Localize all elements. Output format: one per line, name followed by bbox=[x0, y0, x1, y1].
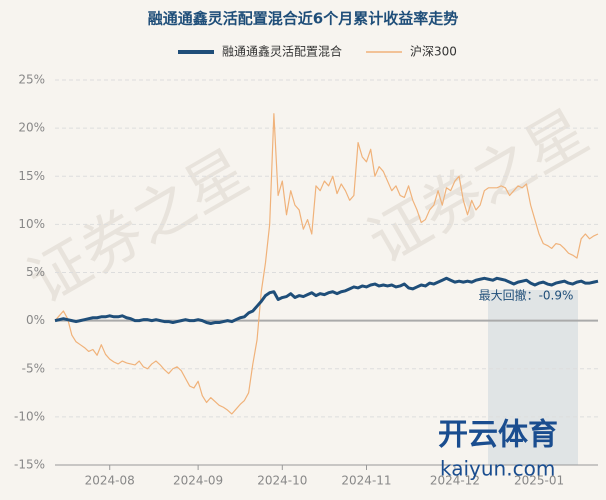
y-tick-label: 5% bbox=[26, 265, 45, 279]
logo-site: kaiyun.com bbox=[440, 457, 555, 481]
x-tick-label: 2024-10 bbox=[257, 474, 307, 488]
annotation: 最大回撤：-0.9% bbox=[479, 288, 574, 303]
x-tick-label: 2024-09 bbox=[173, 474, 223, 488]
legend-label: 沪深300 bbox=[410, 45, 457, 59]
x-tick-label: 2024-12 bbox=[430, 474, 480, 488]
y-tick-label: 20% bbox=[18, 121, 45, 135]
x-tick-label: 2024-11 bbox=[341, 474, 391, 488]
y-tick-label: -15% bbox=[14, 458, 45, 472]
series-line bbox=[54, 113, 599, 415]
x-tick-label: 2025-01 bbox=[514, 474, 564, 488]
y-tick-label: 0% bbox=[26, 313, 45, 327]
y-tick-label: 10% bbox=[18, 217, 45, 231]
logo-name: 开云体育 bbox=[438, 418, 558, 453]
legend-label: 融通通鑫灵活配置混合 bbox=[222, 44, 342, 59]
x-tick-label: 2024-08 bbox=[85, 474, 135, 488]
series-line bbox=[54, 276, 599, 326]
y-tick-label: -10% bbox=[14, 409, 45, 423]
drawdown-area bbox=[488, 290, 578, 465]
y-tick-label: 25% bbox=[18, 73, 45, 87]
y-tick-label: 15% bbox=[18, 169, 45, 183]
chart-title: 融通通鑫灵活配置混合近6个月累计收益率走势 bbox=[148, 10, 458, 28]
y-tick-label: -5% bbox=[22, 361, 45, 375]
